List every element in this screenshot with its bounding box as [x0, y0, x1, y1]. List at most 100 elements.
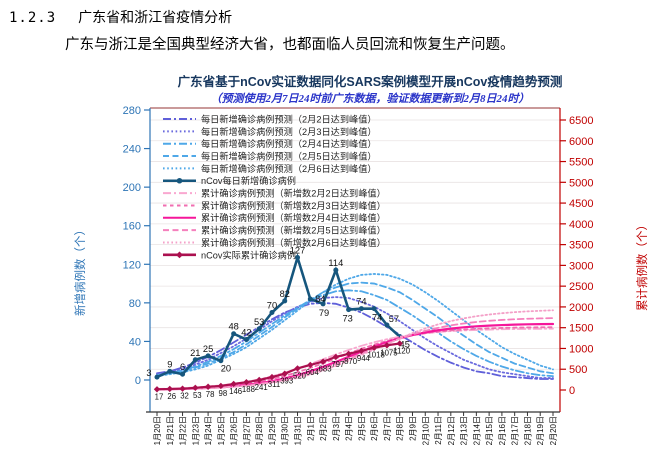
data-label: 78 — [206, 390, 215, 399]
series-marker — [294, 365, 301, 372]
x-tick-label: 1月28日 — [255, 416, 264, 445]
x-tick-label: 2月13日 — [460, 416, 469, 445]
series-line-10 — [156, 309, 554, 391]
data-label: 26 — [167, 392, 176, 401]
left-axis-title: 新增病例数（个） — [73, 224, 87, 316]
x-tick-label: 2月7日 — [383, 416, 392, 441]
x-tick-label: 1月24日 — [204, 416, 213, 445]
left-tick-label: 280 — [123, 105, 141, 117]
chart-title: 广东省基于nCov实证数据同化SARS案例模型开展nCov疫情趋势预测 — [177, 75, 563, 89]
series-marker — [319, 358, 327, 365]
x-tick-label: 2月6日 — [370, 416, 379, 441]
x-tick-label: 1月29日 — [268, 416, 277, 445]
series-marker — [370, 344, 378, 351]
series-marker — [192, 357, 198, 363]
left-tick-label: 80 — [129, 298, 141, 310]
chart-subtitle: （预测使用2月7日24时前广东数据，验证数据更新到2月8日24时） — [210, 93, 530, 105]
series-line-9 — [156, 317, 554, 391]
series-marker — [281, 370, 288, 377]
x-tick-label: 2月4日 — [345, 416, 354, 441]
x-tick-label: 2月9日 — [408, 416, 417, 441]
series-marker — [371, 306, 377, 312]
series-marker — [268, 373, 276, 381]
x-tick-label: 1月23日 — [191, 416, 200, 445]
left-tick-label: 120 — [123, 259, 141, 271]
data-label: 84 — [315, 294, 325, 304]
right-tick-label: 4000 — [569, 219, 593, 231]
x-tick-label: 1月20日 — [153, 416, 162, 445]
legend-item: 累计确诊病例预测（新增数2月3日达到峰值） — [163, 200, 386, 211]
legend-label: nCov实际累计确诊病例 — [201, 249, 296, 260]
x-tick-label: 2月19日 — [536, 416, 545, 445]
right-axis-title: 累计病例数（个） — [635, 219, 649, 311]
series-marker — [217, 382, 225, 390]
legend-label: 累计确诊病例预测（新增数2月3日达到峰值） — [201, 200, 386, 211]
x-tick-label: 2月10日 — [421, 416, 430, 445]
series-marker — [205, 353, 211, 359]
x-tick-label: 2月5日 — [357, 416, 366, 441]
data-label: 683 — [319, 365, 332, 374]
data-label: 42 — [241, 328, 251, 338]
series-marker — [307, 361, 314, 369]
x-tick-label: 1月21日 — [166, 416, 175, 445]
data-label: 3 — [146, 368, 151, 378]
data-label: 32 — [180, 392, 189, 401]
right-tick-label: 6000 — [569, 136, 593, 148]
legend-label: 累计确诊病例预测（新增数2月2日达到峰值） — [201, 188, 386, 199]
right-tick-label: 3500 — [569, 240, 593, 252]
x-tick-label: 1月31日 — [294, 416, 303, 445]
series-marker — [243, 378, 250, 386]
section-heading: 1.2.3 广东省和浙江省疫情分析 — [9, 7, 232, 27]
series-marker — [295, 255, 301, 261]
legend-item: 累计确诊病例预测（新增数2月6日达到峰值） — [163, 237, 386, 248]
section-number: 1.2.3 — [9, 10, 57, 26]
legend-marker — [176, 177, 183, 184]
right-tick-label: 5000 — [569, 177, 593, 189]
left-tick-label: 240 — [123, 144, 141, 156]
x-tick-label: 1月27日 — [242, 416, 251, 445]
series-marker — [180, 371, 186, 377]
left-tick-label: 160 — [123, 221, 141, 233]
right-tick-label: 1000 — [569, 343, 593, 355]
data-label: 74 — [372, 313, 382, 323]
legend-label: 累计确诊病例预测（新增数2月6日达到峰值） — [201, 237, 386, 248]
left-tick-label: 0 — [135, 375, 141, 387]
data-label: 311 — [268, 380, 280, 389]
legend-item: nCov每日新增确诊病例 — [163, 175, 296, 186]
x-tick-label: 2月8日 — [396, 416, 405, 441]
data-label: 1018 — [367, 351, 384, 360]
data-label: 604 — [306, 368, 320, 377]
right-tick-label: 1500 — [569, 323, 593, 335]
series-marker — [320, 301, 326, 307]
series-marker — [255, 376, 263, 384]
legend-item: 每日新增确诊病例预测（2月3日达到峰值） — [163, 126, 377, 137]
legend-label: 每日新增确诊病例预测（2月2日达到峰值） — [201, 113, 377, 124]
x-tick-label: 1月26日 — [230, 416, 239, 445]
data-label: 114 — [328, 258, 343, 268]
series-marker — [333, 267, 339, 273]
series-marker — [192, 384, 199, 391]
left-tick-label: 40 — [129, 336, 141, 348]
series-marker — [307, 296, 313, 302]
data-label: 870 — [344, 357, 358, 366]
legend-label: 每日新增确诊病例预测（2月4日达到峰值） — [201, 138, 377, 149]
data-label: 45 — [400, 340, 410, 350]
series-marker — [243, 337, 249, 342]
x-tick-label: 2月2日 — [319, 416, 328, 441]
series-marker — [204, 383, 212, 390]
x-tick-label: 2月15日 — [485, 416, 494, 445]
legend-label: 每日新增确诊病例预测（2月3日达到峰值） — [201, 126, 377, 137]
right-tick-label: 4500 — [569, 198, 593, 210]
x-tick-label: 2月3日 — [332, 416, 341, 441]
series-marker — [383, 342, 391, 349]
series-marker — [179, 385, 186, 392]
data-label: 98 — [219, 389, 228, 398]
legend-label: nCov每日新增确诊病例 — [201, 175, 296, 186]
x-tick-label: 2月20日 — [549, 416, 558, 445]
section-title: 广东省和浙江省疫情分析 — [78, 11, 233, 26]
series-marker — [282, 298, 288, 304]
data-label: 48 — [228, 322, 238, 332]
data-label: 25 — [203, 344, 213, 354]
